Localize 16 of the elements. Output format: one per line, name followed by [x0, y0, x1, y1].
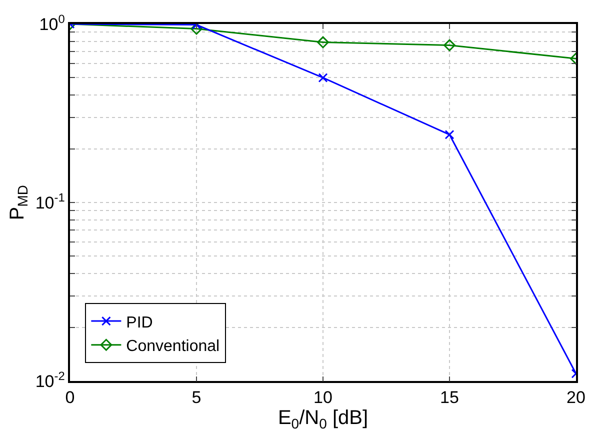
point [190, 24, 202, 35]
x-tick-label: 15 [440, 388, 459, 408]
legend-label: PID [126, 314, 153, 332]
x-axis-title: E$_{0}$/N$_{0}$ [dB] [278, 407, 368, 432]
point [444, 39, 456, 52]
x-tick-label: 0 [65, 388, 75, 408]
x-tick-label: 10 [314, 388, 332, 408]
legend-label: Conventional [126, 338, 220, 356]
x-tick-label: 20 [566, 388, 586, 408]
y-tick-label: 10$^{0}$ [39, 12, 66, 34]
point [444, 130, 454, 140]
y-tick-label: 10$^{-2}$ [35, 368, 66, 391]
point [317, 36, 329, 48]
point [318, 72, 328, 82]
y-tick-label: 10$^{-1}$ [35, 190, 66, 212]
x-tick-label: 5 [192, 388, 202, 408]
